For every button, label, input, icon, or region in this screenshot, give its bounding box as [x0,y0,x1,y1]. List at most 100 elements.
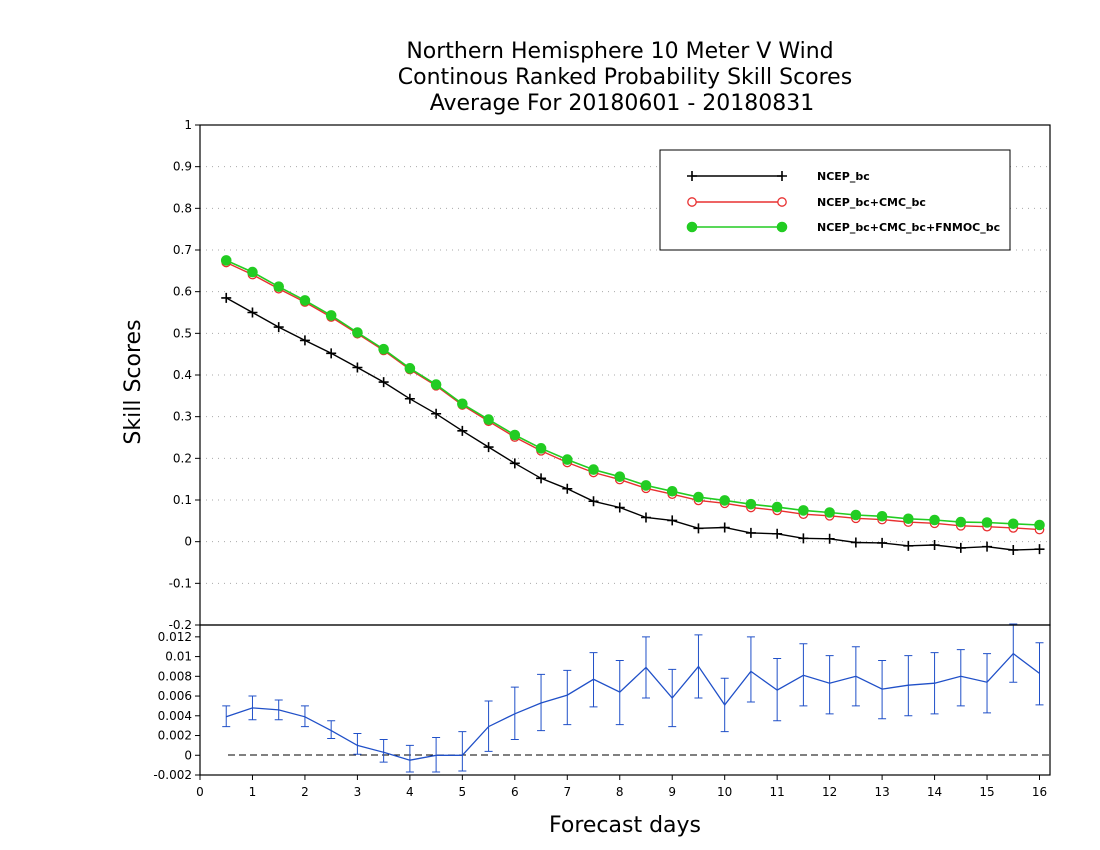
y-tick-label: 0.008 [158,669,192,683]
skill-score-panel: -0.2 -0.1 0 0.1 0.2 0.3 0.4 0.5 0.6 0.7 0.8 0.9 1 [169,118,1051,632]
data-point [877,537,888,548]
x-tick-label: 0 [196,785,204,799]
x-tick-label: 11 [770,785,785,799]
data-point [352,327,363,338]
data-point [929,514,940,526]
data-point [850,537,861,548]
difference-panel: -0.002 0 0.002 0.004 0.006 0.008 0.01 0.012 [153,623,1051,782]
data-point [430,379,442,390]
y-tick-label: 0.4 [173,368,192,382]
x-tick-label: 12 [822,785,837,799]
x-tick-label: 13 [874,785,889,799]
data-point [299,295,311,306]
x-tick-label: 8 [616,785,624,799]
error-bar [983,653,992,714]
y-tick-label: 0.012 [158,630,192,644]
bottom-series-layer [222,623,1044,773]
data-point [798,505,809,516]
data-point [798,533,809,544]
bottom-plot-frame [199,624,1051,776]
x-tick-label: 14 [927,785,942,799]
data-point [850,509,862,521]
y-tick-label: -0.1 [169,576,192,590]
error-bar [746,636,755,703]
y-tick-label: -0.002 [153,768,192,782]
data-point [404,363,416,374]
data-point [561,454,573,465]
data-point [220,255,232,266]
y-tick-label: 0.7 [173,243,192,257]
error-bar [458,731,467,772]
bottom-y-axis-ticks: -0.002 0 0.002 0.004 0.006 0.008 0.01 0.012 [153,630,200,782]
data-point [325,310,337,321]
data-point [693,491,704,503]
data-point [378,377,389,388]
data-point [745,498,757,510]
y-tick-label: 0 [184,748,192,762]
error-bar [327,720,336,739]
legend-box [659,149,1011,251]
data-point [535,443,547,454]
data-point [666,485,678,497]
data-point [1007,518,1019,530]
x-tick-label: 15 [979,785,994,799]
data-point [719,522,730,533]
series-line [225,297,1040,551]
data-point [614,471,626,482]
data-point [483,442,494,453]
data-point [247,307,258,318]
x-tick-label: 4 [406,785,414,799]
data-point [299,335,310,346]
x-tick-label: 3 [354,785,362,799]
x-tick-label: 9 [668,785,676,799]
error-bar [379,738,388,763]
data-point [693,523,704,534]
y-tick-label: 0.3 [173,410,192,424]
x-tick-label: 6 [511,785,519,799]
legend-label: NCEP_bc+CMC_bc+FNMOC_bc [817,221,1000,234]
y-tick-label: 0.6 [173,285,192,299]
legend: NCEP_bc NCEP_bc+CMC_bc NCEP_bc+CMC_bc+FNMO… [659,149,1011,251]
data-point [876,510,888,522]
data-point [903,513,914,525]
series-line [225,652,1040,761]
data-point [903,540,914,551]
y-tick-label: 0.9 [173,160,192,174]
x-tick-label: 7 [563,785,571,799]
data-point [824,533,835,544]
legend-label: NCEP_bc [817,170,870,183]
y-axis-title: Skill Scores [121,319,146,444]
error-bar [353,733,362,755]
data-point [640,480,652,491]
data-point [273,281,285,292]
x-tick-label: 5 [459,785,467,799]
data-point [771,501,783,513]
data-point [667,515,678,526]
data-point [588,464,599,475]
data-point [777,171,787,181]
data-point [509,458,520,469]
data-point [745,527,756,538]
top-y-axis-ticks: -0.2 -0.1 0 0.1 0.2 0.3 0.4 0.5 0.6 0.7 0.8 0.9 1 [169,118,200,632]
data-point [640,512,651,523]
y-tick-label: 1 [184,118,192,132]
series-line [225,261,1040,531]
data-point [955,516,967,528]
data-point [777,197,787,207]
data-point [352,362,363,373]
data-point [687,171,697,181]
data-point [955,542,966,553]
data-point [588,496,599,507]
x-axis-title: Forecast days [549,813,701,838]
y-tick-label: 0.01 [165,650,192,664]
data-point [981,517,993,528]
y-tick-label: 0.1 [173,493,192,507]
error-bar [1035,642,1044,706]
y-tick-label: 0.8 [173,201,192,215]
x-axis-ticks: 0 1 2 3 4 5 6 7 8 9 10 11 12 13 14 15 16 [196,775,1047,799]
data-point [378,343,389,355]
data-point [431,408,442,419]
data-point [273,322,284,333]
chart-title-line-1: Northern Hemisphere 10 Meter V Wind [406,39,833,64]
